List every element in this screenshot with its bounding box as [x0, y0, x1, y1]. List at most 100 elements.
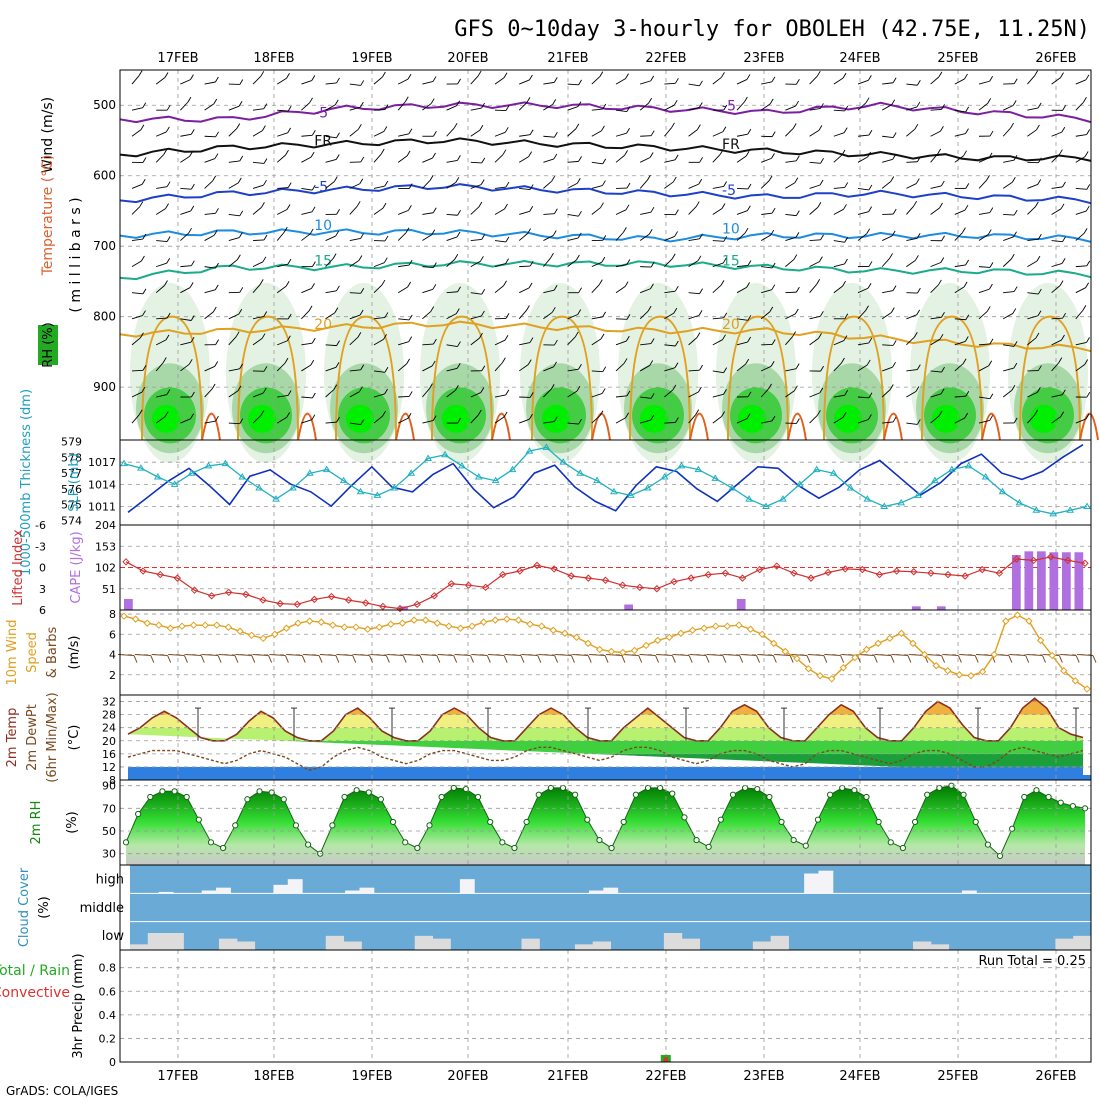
wind-barb: [615, 318, 628, 320]
wind-barb-flag: [868, 206, 873, 212]
wind-barb-tick: [486, 655, 491, 663]
wind-barb-shaft: [723, 654, 740, 657]
wind-barb-flag: [578, 156, 582, 162]
wind-barb: [736, 187, 749, 190]
slp-marker: [1032, 506, 1041, 513]
wind-barb: [615, 395, 627, 398]
wind-barb: [833, 416, 844, 424]
slp-tick-label: 1011: [88, 501, 116, 514]
wind-barb-flag: [769, 306, 774, 313]
wind-barb-flag: [309, 228, 314, 235]
wind-barb: [373, 153, 382, 163]
wind-barb: [494, 208, 505, 215]
li-marker: [190, 586, 199, 594]
wind-barb-flag: [261, 202, 265, 208]
wind-barb-flag: [671, 122, 675, 129]
wind-barb: [373, 284, 383, 294]
wind-barb: [640, 419, 651, 424]
wind-barb-flag: [215, 208, 219, 214]
wind-barb-flag: [868, 414, 872, 420]
wind-barb-flag: [529, 413, 533, 420]
slp-marker: [221, 459, 230, 467]
wind-barb: [954, 286, 965, 294]
wind-barb-flag: [868, 261, 873, 267]
wind-barb-flag: [359, 101, 364, 108]
slp-marker: [593, 476, 601, 484]
wind-barb-flag: [841, 357, 845, 364]
wind-barb-shaft: [774, 654, 791, 657]
wind-barb-flag: [551, 175, 556, 182]
wind-barb-flag: [550, 383, 555, 390]
wind-barb: [349, 206, 358, 215]
wind-barb-flag: [139, 201, 144, 207]
wind-barb-flag: [938, 410, 943, 417]
rh-marker: [474, 793, 482, 801]
wind-barb-flag: [820, 103, 824, 109]
wind-barb-flag: [309, 97, 313, 104]
wind-barb: [906, 106, 918, 111]
isotherm-label: 20: [722, 317, 740, 333]
wind-barb-shaft: [656, 654, 673, 657]
wind-barb: [688, 129, 698, 137]
wind-barb-shaft: [521, 654, 538, 657]
wind-barb-flag: [188, 227, 192, 234]
wind-barb-flag: [528, 282, 533, 289]
wind-barb-flag: [868, 337, 873, 344]
wind-speed-marker: [421, 616, 430, 624]
wind-barb-flag: [1083, 228, 1088, 234]
wind-barb: [349, 183, 360, 189]
wind-barb: [252, 316, 264, 320]
wind-barb-flag: [190, 260, 195, 266]
wind-barb-flag: [650, 414, 655, 421]
wind-barb: [712, 153, 721, 163]
wind-barb-flag: [771, 415, 776, 422]
wind-barb-flag: [770, 361, 775, 367]
wind-barb: [494, 186, 506, 189]
wind-barb: [349, 83, 361, 86]
ylabel-cloud: Cloud Cover: [17, 867, 32, 947]
wind-barb-flag: [820, 234, 824, 241]
wind-barb-flag: [792, 123, 797, 129]
wind-barb-flag: [674, 362, 679, 368]
li-marker: [327, 592, 336, 601]
wind-barb: [446, 236, 458, 241]
wind-barb: [567, 83, 579, 86]
wind-barb: [325, 366, 337, 372]
slp-marker: [981, 472, 990, 480]
wind-barb: [567, 128, 577, 137]
wind-barb: [1051, 262, 1063, 268]
rh-marker: [996, 852, 1004, 860]
wind-barb: [325, 159, 337, 163]
wind-barb: [228, 368, 240, 372]
wind-barb-flag: [239, 363, 243, 370]
wind-speed-marker: [839, 663, 848, 672]
wind-barb: [276, 417, 287, 424]
slp-marker: [424, 454, 432, 461]
wind-barb: [882, 235, 893, 241]
li-marker: [447, 580, 456, 588]
wind-barb: [1027, 414, 1036, 424]
wind-barb: [349, 238, 361, 241]
wind-barb: [373, 131, 385, 137]
wind-barb: [325, 312, 336, 320]
wind-barb-flag: [575, 254, 580, 261]
cloud-bar: [588, 890, 604, 894]
wind-barb-flag: [287, 182, 292, 188]
wind-barb-flag: [406, 358, 411, 365]
wind-barb-tick: [369, 655, 374, 663]
wind-barb-flag: [673, 307, 678, 314]
wind-barb: [446, 367, 458, 372]
wind-barb-flag: [551, 307, 556, 313]
wind-barb: [252, 108, 264, 111]
wind-barb-flag: [624, 281, 629, 287]
thickness-tick-label: 575: [61, 499, 82, 512]
cloud-bg: [130, 865, 1091, 950]
wind-barb-flag: [141, 386, 146, 393]
isotherm-25-loop: [883, 412, 903, 441]
rh-marker: [875, 818, 882, 826]
wind-barb-flag: [699, 233, 703, 240]
wind-barb: [228, 259, 238, 267]
li-marker: [790, 569, 798, 577]
wind-barb-flag: [141, 255, 145, 262]
